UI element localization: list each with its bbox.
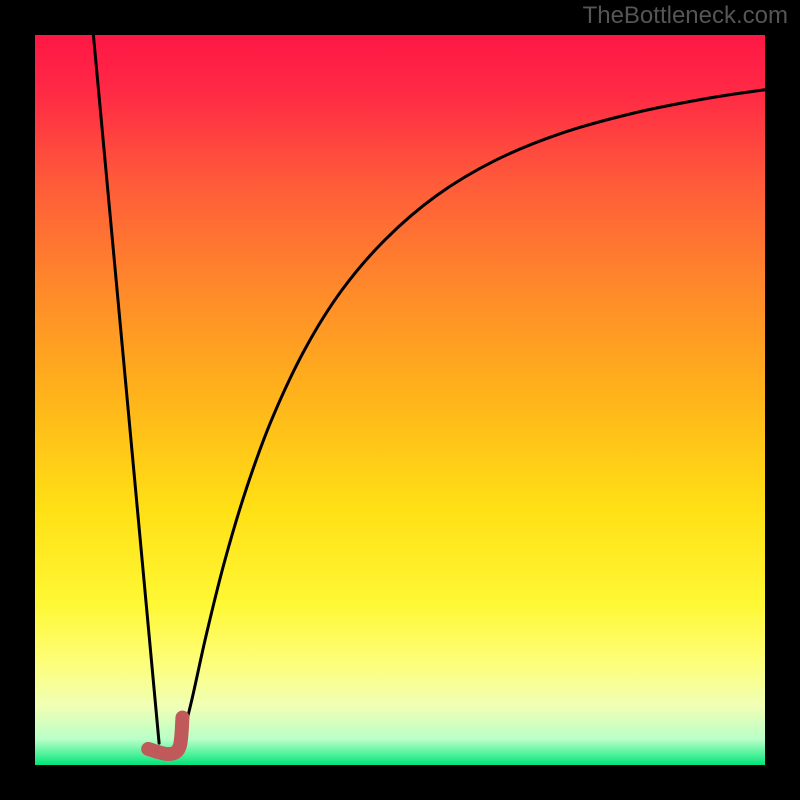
plot-background xyxy=(35,35,765,765)
chart-container: TheBottleneck.com xyxy=(0,0,800,800)
bottleneck-chart xyxy=(35,35,765,765)
watermark-text: TheBottleneck.com xyxy=(583,2,788,30)
